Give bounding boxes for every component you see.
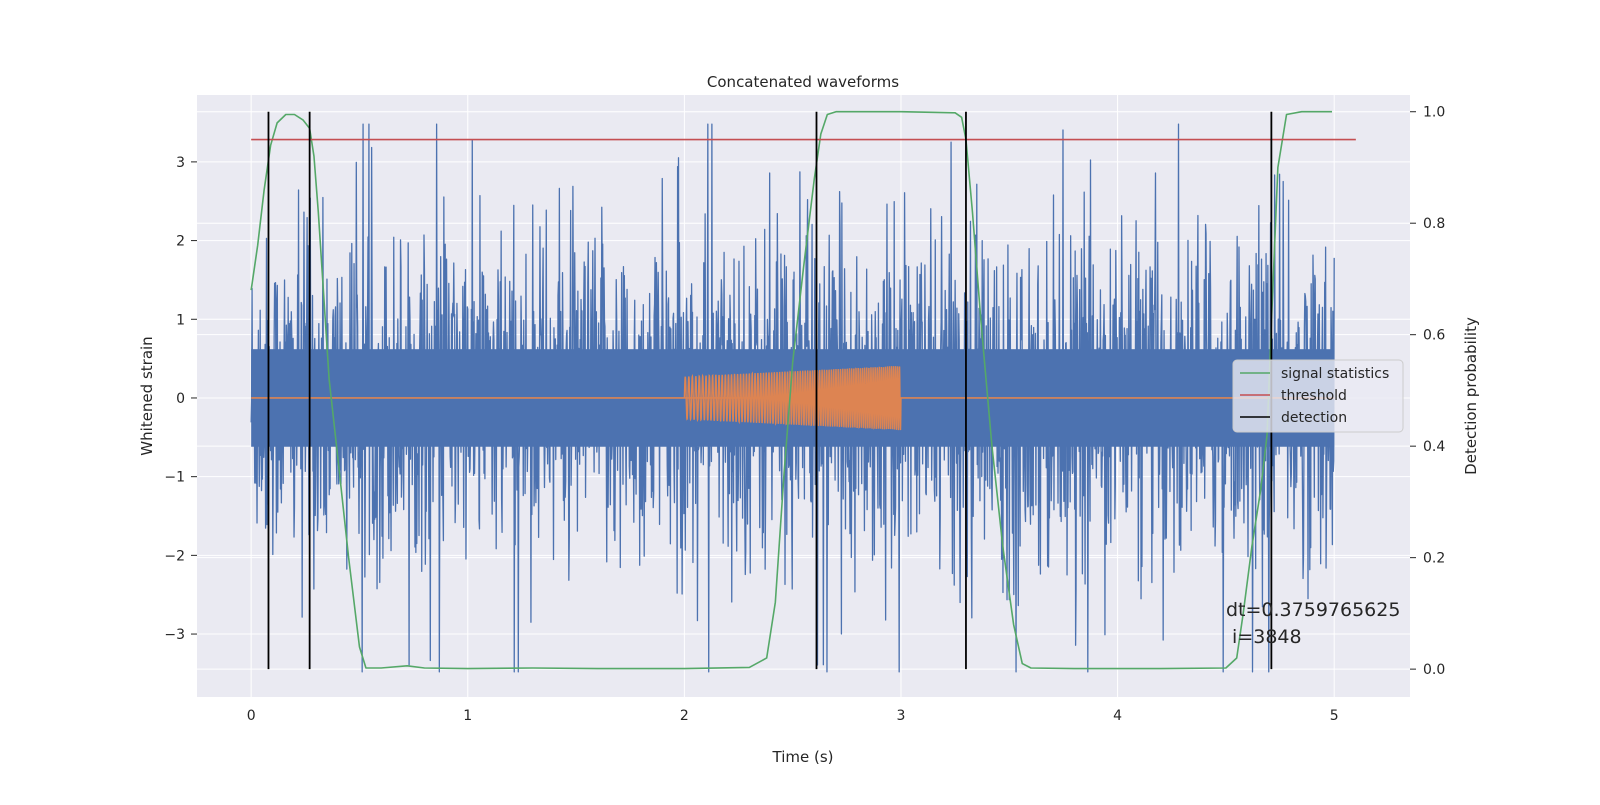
annotation-i: i=3848 [1226,626,1302,648]
legend-label-threshold: threshold [1281,388,1347,404]
y-axis-right-ticks: 0.0 0.2 0.4 0.6 0.8 1.0 [1410,105,1445,678]
x-tick-label: 2 [680,708,689,724]
y-right-tick-label: 0.4 [1423,439,1445,455]
x-tick-label: 3 [897,708,906,724]
y-left-tick-label: −2 [164,548,185,564]
y-left-tick-label: −3 [164,627,185,643]
y-right-tick-label: 0.8 [1423,216,1445,232]
x-tick-label: 1 [463,708,472,724]
x-tick-label: 4 [1113,708,1122,724]
y-axis-left-label: Whitened strain [138,336,156,455]
y-right-tick-label: 0.6 [1423,328,1445,344]
y-axis-right-label: Detection probability [1462,317,1480,475]
y-left-tick-label: 0 [176,391,185,407]
y-left-tick-label: 2 [176,234,185,250]
annotation: dt=0.3759765625 i=3848 [1226,599,1400,648]
chart-title: Concatenated waveforms [707,73,899,91]
x-tick-label: 5 [1330,708,1339,724]
y-right-tick-label: 0.0 [1423,662,1445,678]
y-left-tick-label: −1 [164,470,185,486]
legend: signal statistics threshold detection [1232,359,1404,433]
annotation-dt: dt=0.3759765625 [1226,599,1400,621]
y-right-tick-label: 1.0 [1423,105,1445,121]
y-axis-left-ticks: −3 −2 −1 0 1 2 3 [164,155,197,643]
probability-series [250,110,1356,670]
x-axis-ticks: 0 1 2 3 4 5 [247,708,1339,724]
y-left-tick-label: 3 [176,155,185,171]
y-left-tick-label: 1 [176,312,185,328]
y-right-tick-label: 0.2 [1423,551,1445,567]
legend-label-detection: detection [1281,410,1347,426]
x-tick-label: 0 [247,708,256,724]
legend-label-signal-statistics: signal statistics [1281,366,1389,382]
signal-statistics-line [250,110,1333,670]
legend-box [1232,359,1404,433]
x-axis-label: Time (s) [772,748,834,766]
